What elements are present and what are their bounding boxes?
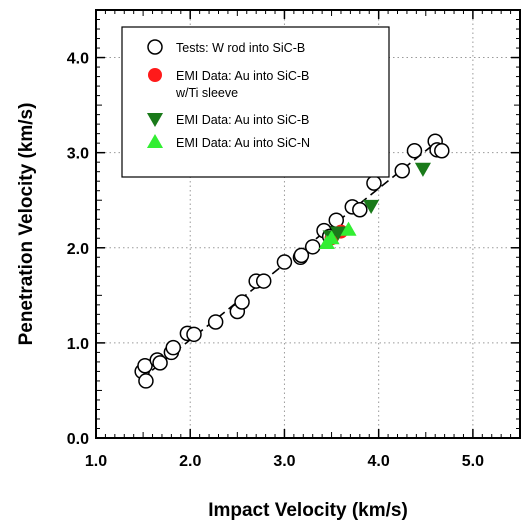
test-point — [406, 143, 423, 159]
emi-sicb-point — [414, 162, 432, 177]
legend-label-emi_au_b: EMI Data: Au into SiC-B — [176, 113, 309, 127]
emi-sicn-point — [340, 221, 357, 236]
test-point — [186, 326, 202, 343]
ticks — [95, 10, 520, 439]
test-point — [276, 254, 293, 270]
x-tick-label: 2.0 — [179, 453, 201, 470]
legend-marker-emi_au_b — [146, 112, 164, 128]
legend: Tests: W rod into SiC-B EMI Data: Au into… — [121, 26, 390, 178]
legend-marker-tests — [147, 39, 163, 55]
test-point — [304, 239, 321, 255]
y-axis-title: Penetration Velocity (km/s) — [16, 103, 37, 346]
test-point — [234, 294, 250, 310]
legend-label-emi_au_n: EMI Data: Au into SiC-N — [176, 136, 310, 150]
test-point — [207, 314, 224, 330]
legend-marker-emi_au_ti — [148, 68, 162, 82]
test-point — [434, 143, 450, 159]
emi-sicb-point — [363, 199, 380, 214]
test-point — [394, 162, 410, 179]
x-tick-label: 5.0 — [462, 453, 484, 470]
x-tick-label: 1.0 — [85, 453, 107, 470]
x-tick-label: 3.0 — [273, 453, 295, 470]
tick-labels: 1.0 2.0 3.0 4.0 5.0 0.0 1.0 2.0 3.0 4.0 — [67, 51, 484, 470]
data-points — [134, 133, 450, 389]
emi-sicn-point — [323, 230, 340, 245]
plot-frame — [95, 9, 521, 439]
emi-sicb-point — [330, 226, 347, 241]
test-point — [366, 175, 382, 191]
legend-label-tests: Tests: W rod into SiC-B — [176, 41, 305, 55]
y-tick-label: 3.0 — [67, 146, 89, 163]
y-tick-label: 2.0 — [67, 241, 89, 258]
y-tick-label: 1.0 — [67, 336, 89, 353]
test-point — [165, 339, 182, 356]
test-point — [152, 355, 168, 371]
legend-label-emi_au_ti: EMI Data: Au into SiC-B — [176, 69, 309, 83]
test-point — [137, 357, 153, 374]
test-point — [138, 373, 154, 389]
y-tick-label: 0.0 — [67, 431, 89, 448]
legend-box — [121, 26, 390, 178]
legend-marker-emi_au_n — [146, 133, 164, 149]
legend-label-emi_au_ti: w/Ti sleeve — [175, 86, 238, 100]
test-point — [255, 273, 272, 289]
x-axis-title: Impact Velocity (km/s) — [208, 500, 408, 521]
y-tick-label: 4.0 — [67, 51, 89, 68]
test-point — [293, 247, 310, 264]
x-tick-label: 4.0 — [368, 453, 390, 470]
test-point — [352, 201, 368, 218]
